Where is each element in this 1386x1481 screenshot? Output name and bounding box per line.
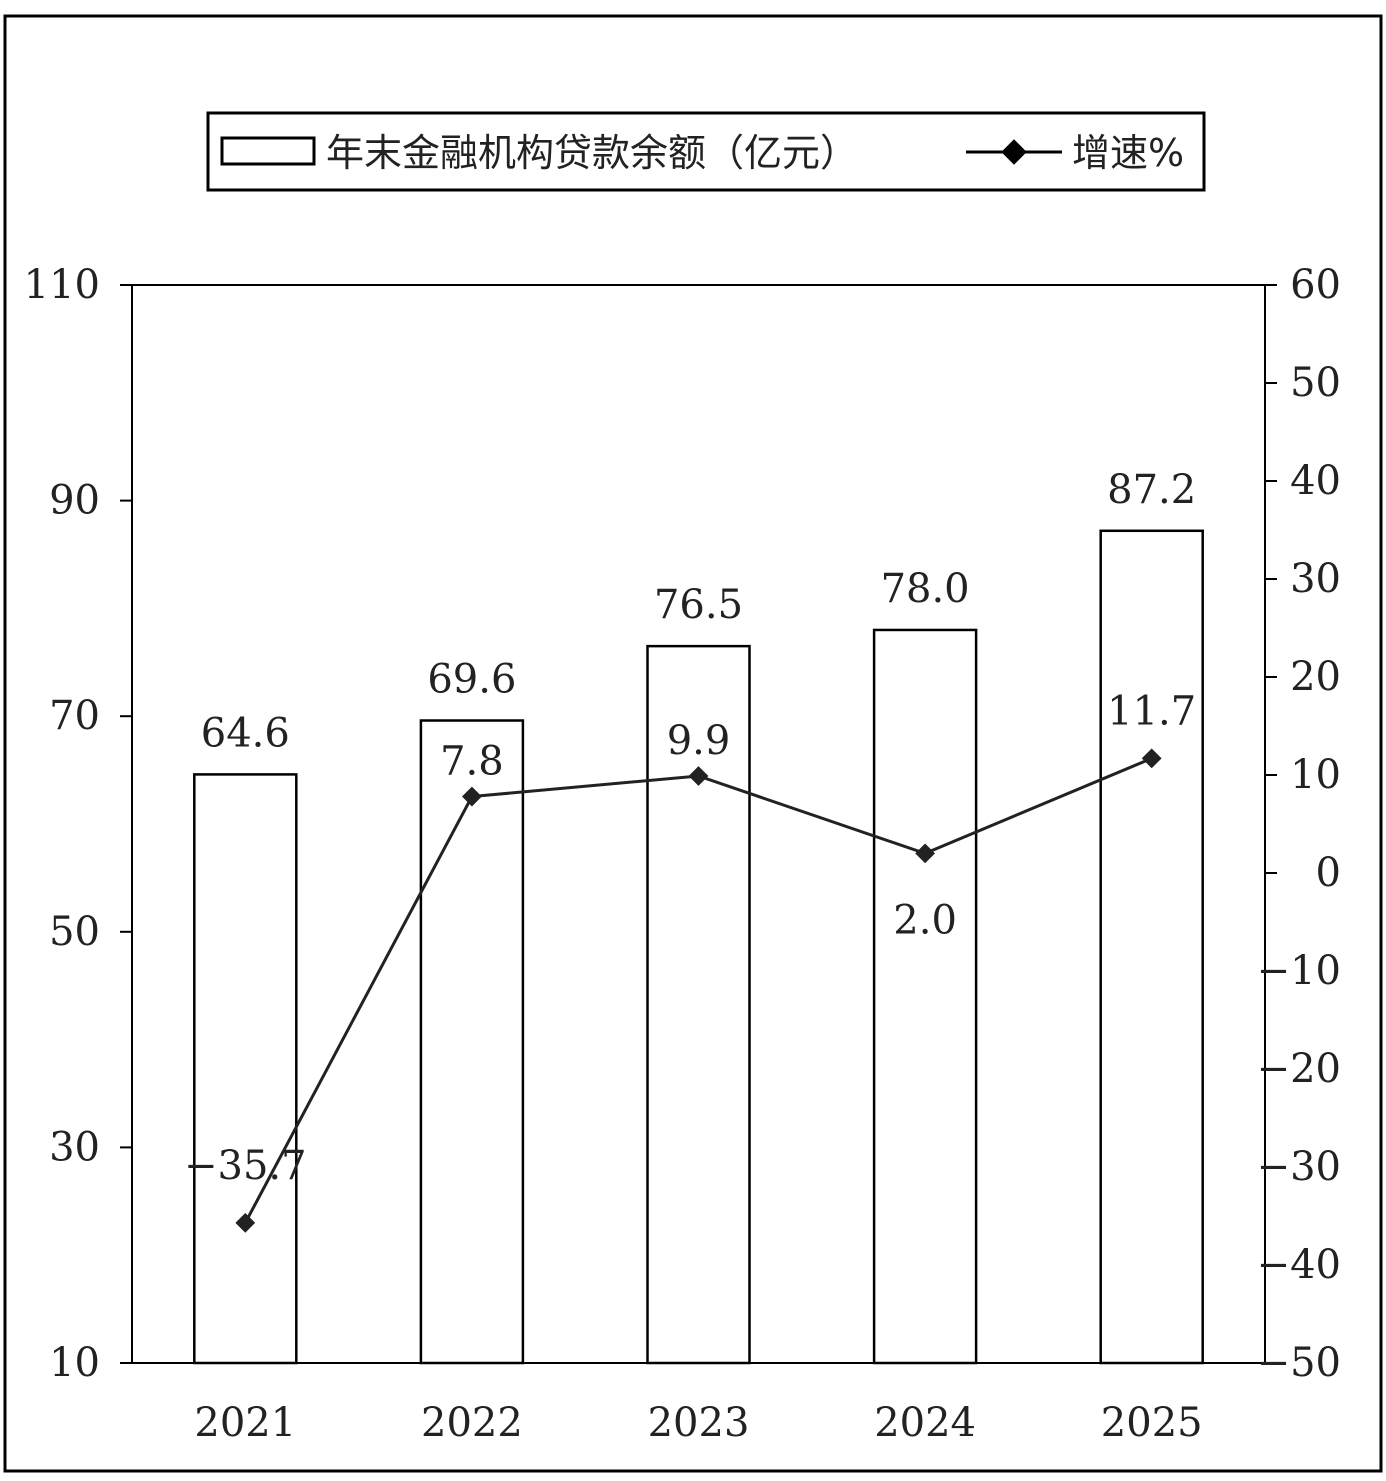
bar	[646, 644, 751, 1365]
legend-bar-label: 年末金融机构贷款余额（亿元）	[326, 131, 858, 175]
legend: 年末金融机构贷款余额（亿元） 增速%	[206, 111, 1206, 192]
growth-value-label: 9.9	[667, 718, 731, 764]
right-tick-label: 20	[1290, 654, 1341, 700]
bar-value-label: 64.6	[201, 710, 290, 756]
left-tick-label: 90	[49, 478, 100, 524]
category-label: 2023	[648, 1400, 750, 1446]
growth-value-label: −35.7	[184, 1143, 307, 1189]
bar	[419, 719, 525, 1365]
left-axis: 10 30 50 70 90 110	[24, 262, 132, 1386]
legend-line-marker	[1001, 139, 1027, 165]
growth-marker	[1141, 748, 1162, 769]
growth-marker	[235, 1212, 256, 1233]
right-tick-label: −30	[1257, 1144, 1341, 1190]
bar-value-label: 78.0	[881, 566, 970, 612]
bar	[872, 628, 978, 1365]
right-tick-label: −40	[1257, 1242, 1341, 1288]
left-tick-label: 50	[49, 909, 100, 955]
right-axis: −50 −40 −30 −20 −10 0 10 20 30 40 50 60	[1257, 262, 1341, 1386]
bar-value-label: 87.2	[1107, 467, 1196, 513]
bar-series: 64.6 69.6 76.5 78.0 87.2	[193, 467, 1204, 1365]
growth-value-label: 11.7	[1107, 688, 1196, 734]
growth-marker	[915, 843, 935, 864]
outer-border	[3, 14, 1383, 1473]
growth-marker	[462, 786, 482, 807]
category-label: 2025	[1101, 1400, 1203, 1446]
right-tick-label: −10	[1257, 948, 1341, 994]
category-label: 2024	[874, 1400, 976, 1446]
left-tick-label: 10	[49, 1340, 100, 1386]
x-axis: 2021 2022 2023 2024 2025	[194, 1400, 1202, 1446]
right-tick-label: 0	[1316, 850, 1341, 896]
right-tick-label: −20	[1257, 1046, 1341, 1092]
growth-value-label: 7.8	[440, 739, 504, 785]
bar-value-label: 69.6	[427, 657, 516, 703]
bar	[193, 773, 298, 1365]
legend-line-label: 增速%	[1072, 131, 1184, 175]
growth-line-series: −35.7 7.8 9.9 2.0 11.7	[184, 688, 1196, 1233]
left-tick-label: 70	[49, 693, 100, 739]
growth-marker	[688, 766, 709, 786]
bar-value-label: 76.5	[654, 582, 743, 628]
left-tick-label: 110	[24, 262, 100, 308]
right-tick-label: 10	[1290, 752, 1341, 798]
right-tick-label: 40	[1290, 458, 1341, 504]
right-tick-label: 60	[1290, 262, 1341, 308]
legend-bar-swatch	[220, 136, 316, 166]
bar	[1099, 529, 1204, 1365]
right-tick-label: 30	[1290, 556, 1341, 602]
right-tick-label: 50	[1290, 360, 1341, 406]
left-tick-label: 30	[49, 1124, 100, 1170]
right-tick-label: −50	[1257, 1340, 1341, 1386]
category-label: 2022	[421, 1400, 523, 1446]
category-label: 2021	[194, 1400, 296, 1446]
growth-value-label: 2.0	[893, 897, 957, 943]
